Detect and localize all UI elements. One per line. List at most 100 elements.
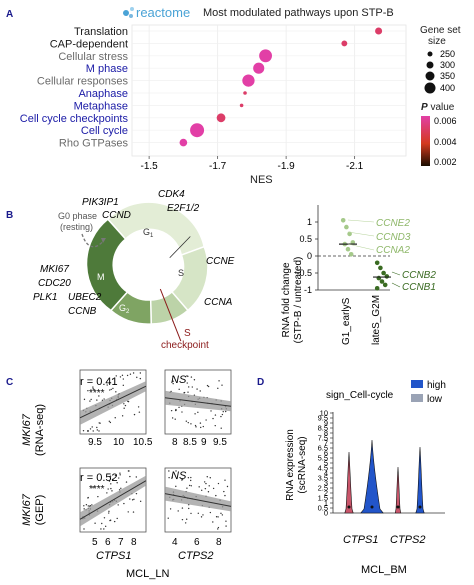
panel-c-xtick-21-1: 6 — [105, 537, 111, 548]
panel-c-point — [92, 386, 94, 388]
panel-c-point — [222, 410, 224, 413]
panel-c-ci-band — [165, 390, 231, 412]
panel-c-point — [127, 511, 129, 513]
panel-c-xtick-12-1: 8.5 — [183, 437, 197, 448]
panel-c-point — [220, 415, 222, 418]
panel-c-fit-line — [79, 480, 147, 520]
phase-g2-letter: G — [119, 303, 126, 313]
panel-c-point — [199, 390, 201, 392]
pathway-point — [259, 49, 272, 63]
panel-d-ytick-label: 5.5 — [318, 454, 328, 463]
p-value-tick-2: 0.002 — [434, 157, 457, 167]
panel-c: C MKI67 (RNA-seq) MKI67 (GEP) r = 0.41 *… — [6, 369, 232, 580]
panel-c-row2-sub: (GEP) — [34, 495, 46, 526]
size-legend: Gene set size 250 300 350 400 — [420, 25, 461, 94]
panel-c-point — [83, 508, 85, 510]
panel-c-point — [225, 520, 227, 522]
panel-c-scatter-3 — [164, 467, 232, 533]
panel-c-point — [116, 482, 118, 484]
panel-c-point — [109, 421, 112, 424]
panel-c-xtick-12-0: 8 — [172, 437, 178, 448]
panel-c-point — [133, 498, 135, 501]
pathway-label: Cellular responses — [37, 76, 129, 88]
panel-c-point — [96, 429, 99, 431]
panel-c-point — [190, 376, 193, 378]
panel-d-gene2: CTPS2 — [390, 534, 425, 546]
panel-c-point — [119, 474, 121, 476]
s-checkpoint-label-2: checkpoint — [161, 340, 209, 351]
panel-a-xtick-label: -2.1 — [346, 161, 364, 172]
panel-d-ytick-label: 1.5 — [318, 494, 328, 503]
panel-c-xlabel: MCL_LN — [126, 568, 169, 580]
panel-b-group-1: lateS_G2M — [371, 295, 382, 345]
panel-c-point — [176, 477, 178, 480]
pathway-label: Metaphase — [74, 100, 128, 112]
violin-ctps1-low — [344, 451, 354, 514]
panel-c-point — [83, 528, 85, 530]
panel-c-point — [129, 498, 131, 500]
panel-d-ytick-label: 6 — [324, 449, 328, 458]
pathway-label: CAP-dependent — [50, 38, 128, 50]
gene-ccnb: CCNB — [68, 306, 97, 317]
panel-c-point — [226, 485, 229, 488]
panel-b-dot — [384, 274, 390, 279]
panel-c-point — [212, 487, 215, 490]
panel-c-point — [209, 511, 212, 514]
panel-b-ylabel-2: (STP-B / untreated) — [293, 257, 304, 344]
panel-c-point — [126, 374, 129, 377]
panel-c-point — [183, 391, 186, 394]
panel-c-point — [217, 516, 219, 518]
size-legend-label-2: 350 — [440, 71, 455, 81]
panel-c-letter: C — [6, 377, 13, 388]
panel-c-point — [87, 497, 89, 499]
dot-gene-down-leaders — [391, 271, 401, 288]
panel-c-ci-band — [165, 486, 231, 512]
panel-c-point — [190, 485, 192, 487]
panel-c-point — [223, 490, 225, 493]
panel-c-point — [217, 482, 220, 485]
size-legend-label-0: 250 — [440, 49, 455, 59]
panel-c-point — [87, 505, 89, 507]
panel-d-ytick-label: 8 — [324, 429, 328, 438]
panel-c-point — [221, 384, 223, 386]
panel-c-point — [109, 475, 112, 477]
panel-d-letter: D — [257, 377, 264, 388]
panel-d-ytick-label: 6.5 — [318, 444, 328, 453]
panel-c-point — [83, 398, 86, 401]
panel-c-point — [122, 378, 125, 380]
panel-c-point — [172, 382, 174, 385]
panel-c-ns2: NS — [171, 470, 187, 482]
panel-d-ylabel-1: RNA expression — [285, 429, 296, 501]
panel-b-dot — [374, 260, 380, 266]
panel-c-point — [184, 522, 187, 524]
panel-b-dot — [344, 224, 349, 230]
panel-c-point — [132, 511, 135, 513]
reactome-logo-text: reactome — [136, 5, 190, 20]
panel-b-ytick-label: -0.5 — [296, 268, 312, 278]
panel-c-point — [214, 424, 216, 427]
panel-c-point — [121, 415, 124, 417]
violin-ctps2-low-median — [396, 505, 400, 509]
panel-c-point — [203, 481, 206, 483]
gene-cdk4: CDK4 — [158, 189, 185, 200]
panel-b-group-0: G1_earlyS — [341, 297, 352, 345]
panel-d-gene1: CTPS1 — [343, 534, 378, 546]
panel-b-dot — [378, 265, 383, 271]
g0-label-2: (resting) — [60, 222, 93, 232]
panel-c-point — [119, 376, 122, 378]
p-value-legend-rest: value — [428, 102, 455, 113]
panel-b-y-ticks: 1 0.5 0 -0.5 -1 — [296, 217, 318, 295]
reactome-logo-icon-dot — [130, 7, 134, 11]
panel-c-point — [171, 417, 174, 419]
panel-c-row1-ylabel: MKI67 — [21, 413, 33, 446]
panel-c-point — [202, 514, 204, 516]
panel-c-xtick-12-3: 9.5 — [213, 437, 227, 448]
panel-d-ytick-label: 8.5 — [318, 424, 328, 433]
panel-a-letter: A — [6, 9, 13, 20]
phase-g2-label: G2 — [119, 303, 130, 315]
panel-c-point — [82, 429, 85, 432]
panel-c-point — [114, 417, 116, 419]
panel-c-point — [110, 483, 112, 485]
panel-c-point — [133, 413, 136, 416]
